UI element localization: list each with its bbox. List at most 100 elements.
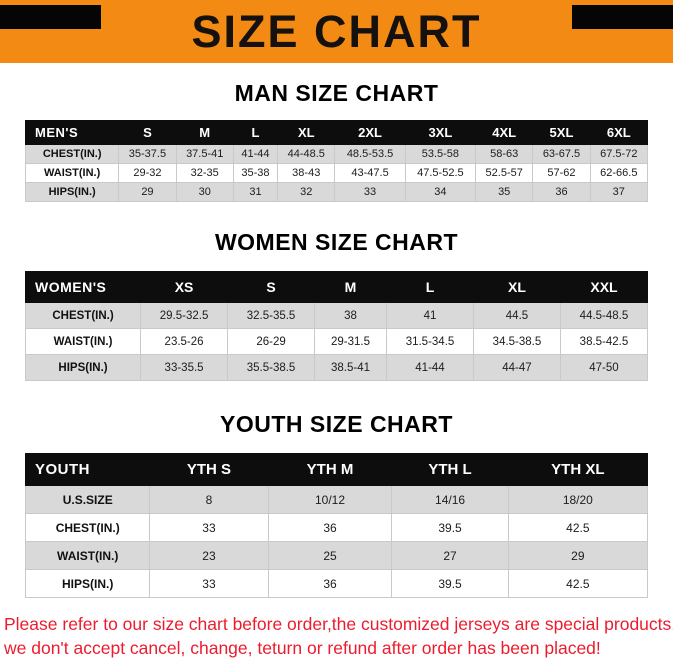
table-cell: 42.5: [507, 569, 649, 598]
table-cell: 30: [175, 182, 234, 202]
table-cell: 33: [149, 513, 269, 542]
row-label: CHEST(IN.): [24, 513, 151, 542]
row-label: WAIST(IN.): [24, 163, 120, 183]
table-cell: 35-37.5: [118, 144, 177, 164]
table-title-cell: WOMEN'S: [24, 271, 142, 303]
notice-line-2: we don't accept cancel, change, teturn o…: [4, 637, 601, 658]
table-row: HIPS(IN.) 33-35.5 35.5-38.5 38.5-41 41-44 44-…: [24, 354, 649, 381]
column-header: L: [232, 120, 279, 145]
table-cell: 32.5-35.5: [227, 302, 316, 329]
table-header-row: MEN'S S M L XL 2XL 3XL 4XL 5XL 6XL: [24, 120, 649, 145]
column-header: YTH L: [391, 453, 509, 486]
column-header: S: [118, 120, 177, 145]
row-label: WAIST(IN.): [24, 541, 151, 570]
table-cell: 44.5: [472, 302, 561, 329]
table-cell: 62-66.5: [589, 163, 649, 183]
table-cell: 39.5: [391, 513, 509, 542]
table-cell: 38.5-41: [314, 354, 387, 381]
table-row: CHEST(IN.) 29.5-32.5 32.5-35.5 38 41 44.5 44.5…: [24, 302, 649, 329]
table-cell: 29-31.5: [314, 328, 387, 355]
column-header: 3XL: [404, 120, 477, 145]
table-cell: 8: [149, 485, 269, 514]
table-cell: 38.5-42.5: [559, 328, 649, 355]
table-cell: 44-47: [472, 354, 561, 381]
table-cell: 18/20: [507, 485, 649, 514]
row-label: CHEST(IN.): [24, 144, 120, 164]
men-size-table: MEN'S S M L XL 2XL 3XL 4XL 5XL 6XL CHEST(IN.) 35-37…: [24, 120, 649, 202]
table-cell: 53.5-58: [404, 144, 477, 164]
table-cell: 10/12: [267, 485, 393, 514]
table-cell: 32-35: [175, 163, 234, 183]
corner-block-left: [0, 5, 101, 29]
row-label: HIPS(IN.): [24, 569, 151, 598]
row-label: HIPS(IN.): [24, 354, 142, 381]
table-cell: 33: [149, 569, 269, 598]
column-header: M: [314, 271, 387, 303]
table-title-cell: MEN'S: [24, 120, 120, 145]
column-header: XS: [140, 271, 229, 303]
table-cell: 35-38: [232, 163, 279, 183]
table-cell: 27: [391, 541, 509, 570]
table-cell: 33-35.5: [140, 354, 229, 381]
column-header: 4XL: [475, 120, 534, 145]
table-cell: 29.5-32.5: [140, 302, 229, 329]
row-label: CHEST(IN.): [24, 302, 142, 329]
row-label: HIPS(IN.): [24, 182, 120, 202]
column-header: YTH S: [149, 453, 269, 486]
women-size-table: WOMEN'S XS S M L XL XXL CHEST(IN.) 29.5-32.5 32.5…: [24, 271, 649, 381]
column-header: 5XL: [532, 120, 591, 145]
page-title: SIZE CHART: [191, 6, 482, 57]
table-cell: 29-32: [118, 163, 177, 183]
column-header: S: [227, 271, 316, 303]
table-cell: 38: [314, 302, 387, 329]
table-cell: 35: [475, 182, 534, 202]
table-cell: 41-44: [232, 144, 279, 164]
table-cell: 37.5-41: [175, 144, 234, 164]
column-header: YTH M: [267, 453, 393, 486]
table-row: CHEST(IN.) 35-37.5 37.5-41 41-44 44-48.5 48.5…: [24, 144, 649, 164]
table-cell: 36: [532, 182, 591, 202]
table-cell: 29: [507, 541, 649, 570]
table-cell: 67.5-72: [589, 144, 649, 164]
table-cell: 23.5-26: [140, 328, 229, 355]
section-heading-youth: YOUTH SIZE CHART: [220, 411, 453, 437]
column-header: 2XL: [334, 120, 406, 145]
column-header: YTH XL: [507, 453, 649, 486]
notice-line-1: Please refer to our size chart before or…: [4, 614, 673, 634]
table-cell: 41-44: [386, 354, 474, 381]
section-heading-women: WOMEN SIZE CHART: [214, 229, 459, 255]
table-row: WAIST(IN.) 23 25 27 29: [24, 541, 649, 570]
table-header-row: YOUTH YTH S YTH M YTH L YTH XL: [24, 453, 649, 486]
table-cell: 44.5-48.5: [559, 302, 649, 329]
table-cell: 31: [232, 182, 279, 202]
row-label: WAIST(IN.): [24, 328, 142, 355]
table-cell: 34: [404, 182, 477, 202]
table-row: HIPS(IN.) 29 30 31 32 33 34 35 36 37: [24, 182, 649, 202]
table-cell: 35.5-38.5: [227, 354, 316, 381]
table-cell: 41: [386, 302, 474, 329]
table-title-cell: YOUTH: [24, 453, 151, 486]
corner-block-right: [572, 5, 673, 29]
youth-size-table: YOUTH YTH S YTH M YTH L YTH XL U.S.SIZE 8 10/12…: [24, 453, 649, 598]
table-cell: 63-67.5: [532, 144, 591, 164]
table-cell: 39.5: [391, 569, 509, 598]
table-cell: 32: [277, 182, 336, 202]
table-cell: 44-48.5: [277, 144, 336, 164]
footer-notice: Please refer to our size chart before or…: [4, 613, 673, 660]
table-cell: 31.5-34.5: [386, 328, 474, 355]
table-cell: 29: [118, 182, 177, 202]
table-cell: 34.5-38.5: [472, 328, 561, 355]
table-cell: 36: [267, 513, 393, 542]
table-row: WAIST(IN.) 29-32 32-35 35-38 38-43 43-47.5 47.…: [24, 163, 649, 183]
table-cell: 43-47.5: [334, 163, 406, 183]
banner: SIZE CHART: [0, 0, 673, 63]
table-cell: 14/16: [391, 485, 509, 514]
table-cell: 23: [149, 541, 269, 570]
table-row: HIPS(IN.) 33 36 39.5 42.5: [24, 569, 649, 598]
table-cell: 57-62: [532, 163, 591, 183]
table-cell: 52.5-57: [475, 163, 534, 183]
table-header-row: WOMEN'S XS S M L XL XXL: [24, 271, 649, 303]
row-label: U.S.SIZE: [24, 485, 151, 514]
table-cell: 38-43: [277, 163, 336, 183]
